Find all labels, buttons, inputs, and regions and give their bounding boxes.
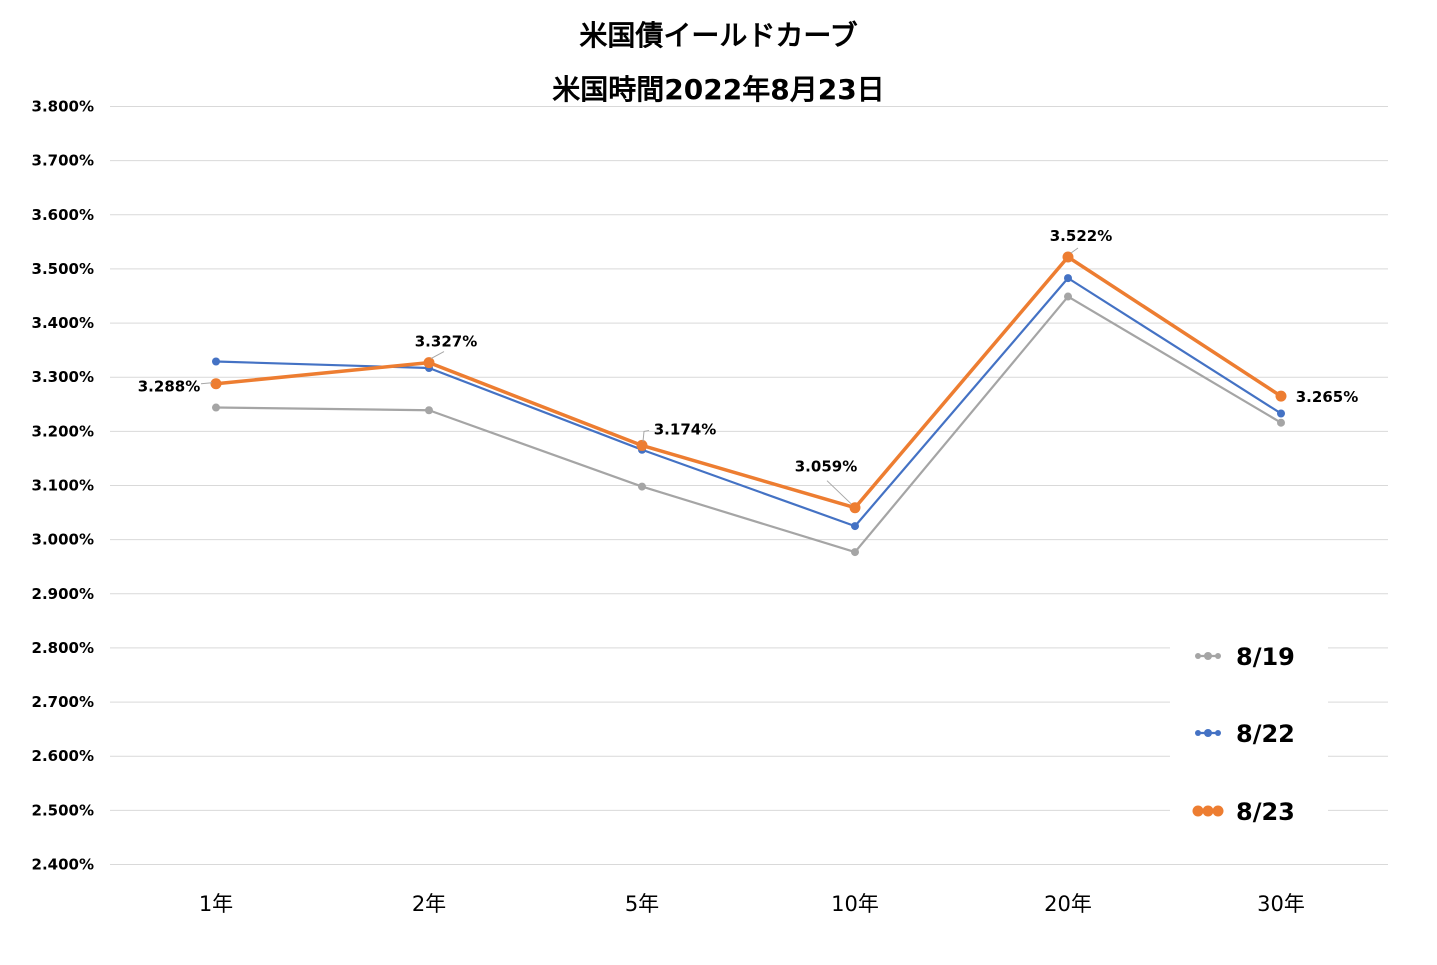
y-tick-label: 2.500%	[32, 801, 94, 819]
y-tick-label: 2.800%	[32, 639, 94, 657]
data-point	[425, 406, 433, 415]
x-tick-label: 30年	[1257, 892, 1305, 916]
x-axis-ticks: 1年 2年 5年 10年 20年 30年	[199, 892, 1305, 916]
data-point	[423, 357, 435, 369]
legend-swatch-marker	[1195, 653, 1201, 659]
data-label: 3.174%	[654, 420, 716, 438]
data-point	[1064, 274, 1072, 283]
y-tick-label: 3.700%	[32, 152, 94, 170]
data-point	[1277, 409, 1285, 418]
data-point	[851, 522, 859, 531]
data-label: 3.327%	[415, 333, 477, 351]
legend-swatch-marker	[1204, 729, 1212, 737]
series-8/22	[212, 274, 1285, 531]
data-point	[212, 357, 220, 366]
series-line	[215, 295, 1282, 554]
series-8/23	[210, 251, 1287, 514]
x-tick-label: 2年	[412, 892, 446, 916]
legend-label: 8/23	[1236, 798, 1295, 826]
data-point	[636, 439, 648, 451]
gridlines	[110, 106, 1388, 865]
y-tick-label: 2.900%	[32, 585, 94, 603]
legend-item: 8/23	[1192, 798, 1295, 826]
label-leader	[430, 351, 445, 360]
data-point	[849, 502, 861, 514]
y-tick-label: 2.700%	[32, 693, 94, 711]
y-tick-label: 3.400%	[32, 314, 94, 332]
series-lines	[210, 251, 1287, 557]
legend-swatch-marker	[1204, 652, 1212, 660]
chart-subtitle: 米国時間2022年8月23日	[552, 73, 885, 106]
y-tick-label: 2.600%	[32, 747, 94, 765]
y-tick-label: 3.800%	[32, 98, 94, 116]
legend-label: 8/22	[1236, 720, 1295, 748]
y-tick-label: 3.100%	[32, 477, 94, 495]
legend-item: 8/19	[1195, 643, 1295, 671]
y-axis-ticks: 3.800% 3.700% 3.600% 3.500% 3.400% 3.300% 3.20…	[32, 98, 94, 874]
legend-label: 8/19	[1236, 643, 1295, 671]
legend-swatch-marker	[1195, 730, 1201, 736]
data-point	[1062, 251, 1074, 263]
data-point	[212, 403, 220, 412]
data-point	[210, 378, 222, 390]
data-point	[851, 548, 859, 557]
data-point	[1277, 418, 1285, 427]
legend-swatch-marker	[1215, 653, 1221, 659]
legend-swatch-marker	[1192, 805, 1204, 817]
legend-item: 8/22	[1195, 720, 1295, 748]
data-point	[1275, 390, 1287, 402]
y-tick-label: 2.400%	[32, 856, 94, 874]
legend-swatch-marker	[1215, 730, 1221, 736]
series-8/19	[212, 292, 1285, 557]
label-leader	[1070, 247, 1079, 254]
y-tick-label: 3.000%	[32, 531, 94, 549]
data-labels: 3.288% 3.327% 3.174% 3.059% 3.522% 3.265%	[138, 227, 1358, 505]
x-tick-label: 20年	[1044, 892, 1092, 916]
y-tick-label: 3.200%	[32, 422, 94, 440]
data-label: 3.265%	[1296, 388, 1358, 406]
data-label: 3.288%	[138, 378, 200, 396]
y-tick-label: 3.500%	[32, 260, 94, 278]
y-tick-label: 3.600%	[32, 206, 94, 224]
legend-swatch-marker	[1202, 805, 1214, 817]
label-leader	[200, 382, 213, 385]
data-label: 3.059%	[795, 458, 857, 476]
x-tick-label: 5年	[625, 892, 659, 916]
legend: 8/19 8/22 8/23	[1170, 626, 1328, 841]
x-tick-label: 10年	[831, 892, 879, 916]
chart-title: 米国債イールドカーブ	[579, 19, 858, 52]
data-point	[1064, 292, 1072, 301]
data-point	[638, 482, 646, 491]
x-tick-label: 1年	[199, 892, 233, 916]
label-leader	[826, 480, 852, 505]
legend-swatch-marker	[1212, 805, 1224, 817]
y-tick-label: 3.300%	[32, 368, 94, 386]
label-leader	[642, 429, 650, 442]
series-line	[215, 255, 1282, 510]
data-label: 3.522%	[1050, 227, 1112, 245]
series-line	[215, 277, 1282, 528]
